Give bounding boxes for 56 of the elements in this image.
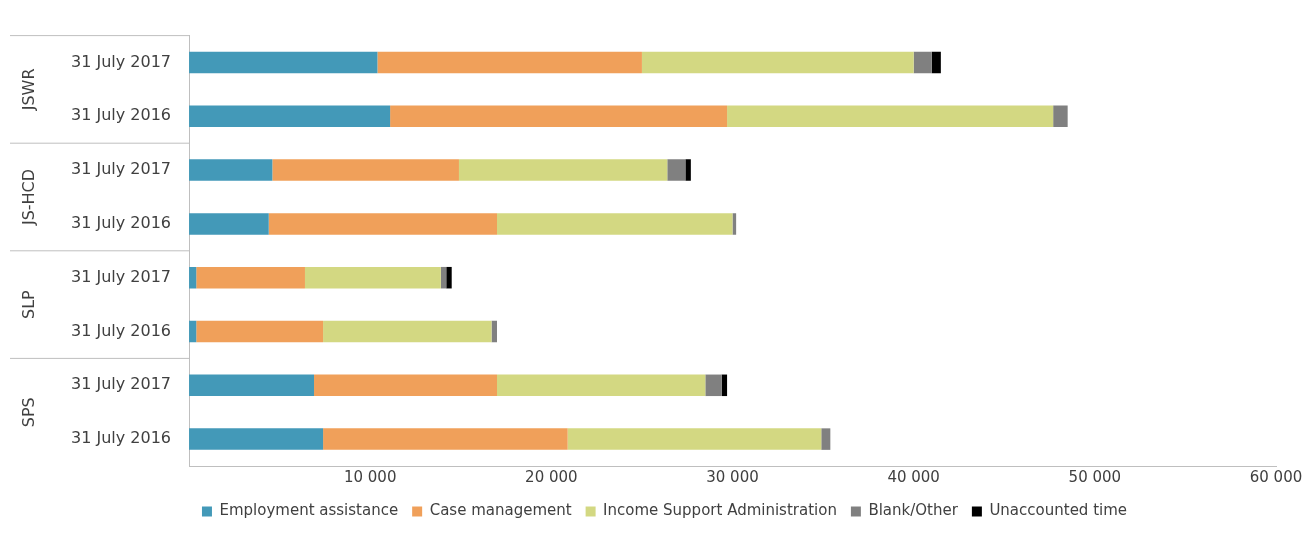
bar [272,159,459,181]
bar [685,159,691,181]
y-tick-label: 31 July 2016 [70,320,172,340]
text: SLP [19,289,39,319]
bar [727,105,1054,128]
bar [390,105,728,128]
text: SPS [19,397,39,428]
bar [189,428,324,450]
text: JSWR [19,68,39,112]
legend-label: Case management [429,501,572,520]
bar [268,213,497,235]
x-tick-label: 30 000 [706,467,759,486]
bar [913,51,932,74]
x-tick-label: 50 000 [1068,467,1122,486]
y-tick-label: 31 July 2017 [70,51,172,71]
bar [1053,105,1068,128]
bar [821,428,831,450]
bar [196,320,324,343]
legend-label: Income Support Administration [603,501,837,520]
legend-label: Unaccounted time [989,501,1128,520]
bar [323,320,492,343]
bar [189,105,391,128]
bar [931,51,941,74]
y-tick-label: 31 July 2017 [70,266,172,286]
legend-label: Employment assistance [219,501,399,520]
text: JS-HCD [19,168,39,227]
bar [567,428,822,450]
y-tick-label: 31 July 2017 [70,159,172,179]
bar [189,213,269,235]
y-tick-label: 31 July 2016 [70,428,172,448]
bar [323,428,568,450]
y-tick-label: 31 July 2017 [70,374,172,394]
x-tick-label: 60 000 [1249,467,1303,486]
bar [440,266,447,289]
bar [497,213,733,235]
bar [189,374,315,397]
bar [705,374,722,397]
bar [446,266,452,289]
bar [189,51,378,74]
bar [314,374,497,397]
legend-label: Blank/Other [868,501,959,520]
bar [491,320,497,343]
y-tick-label: 31 July 2016 [70,105,172,125]
bar [721,374,728,397]
x-tick-label: 10 000 [343,467,397,486]
bar [667,159,686,181]
x-tick-label: 40 000 [887,467,940,486]
y-tick-label: 31 July 2016 [70,213,172,233]
bar [304,266,441,289]
bar [377,51,642,74]
bar [458,159,668,181]
x-tick-label: 20 000 [525,467,578,486]
bar [641,51,914,74]
bar [497,374,706,397]
bar [189,159,273,181]
bar [196,266,305,289]
